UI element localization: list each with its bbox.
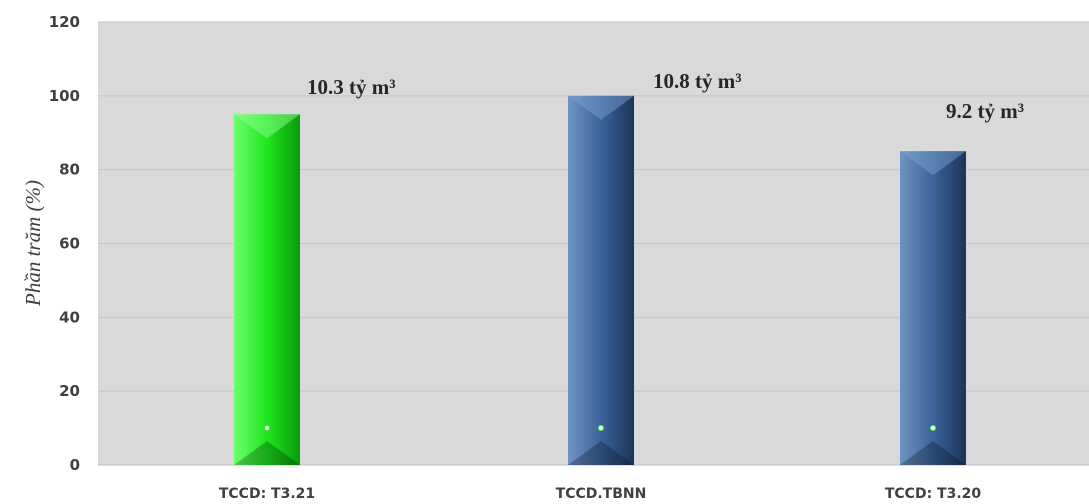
y-tick-label: 100 [49, 87, 80, 105]
y-tick-label: 20 [59, 382, 80, 400]
x-tick-label: TCCD.TBNN [556, 486, 647, 502]
data-label: 10.8 tỷ m³ [653, 69, 742, 93]
x-tick-label: TCCD: T3.20 [885, 486, 982, 502]
bar-marker-dot [930, 425, 935, 430]
bar [900, 151, 966, 465]
bar-body [234, 114, 300, 465]
data-label: 9.2 tỷ m³ [946, 99, 1024, 123]
y-axis-title: Phần trăm (%) [21, 180, 45, 307]
bar-body [568, 96, 634, 465]
bar [234, 114, 300, 465]
y-tick-label: 120 [49, 13, 80, 31]
y-tick-label: 80 [59, 161, 80, 179]
bar [568, 96, 634, 465]
y-tick-label: 0 [70, 456, 80, 474]
x-axis: TCCD: T3.21 TCCD.TBNN TCCD: T3.20 [219, 486, 982, 502]
bar-marker-dot [264, 425, 269, 430]
data-label: 10.3 tỷ m³ [307, 75, 396, 99]
bar-marker-dot [598, 425, 603, 430]
y-tick-label: 60 [59, 235, 80, 253]
x-tick-label: TCCD: T3.21 [219, 486, 315, 502]
bar-body [900, 151, 966, 465]
y-tick-label: 40 [59, 308, 80, 326]
